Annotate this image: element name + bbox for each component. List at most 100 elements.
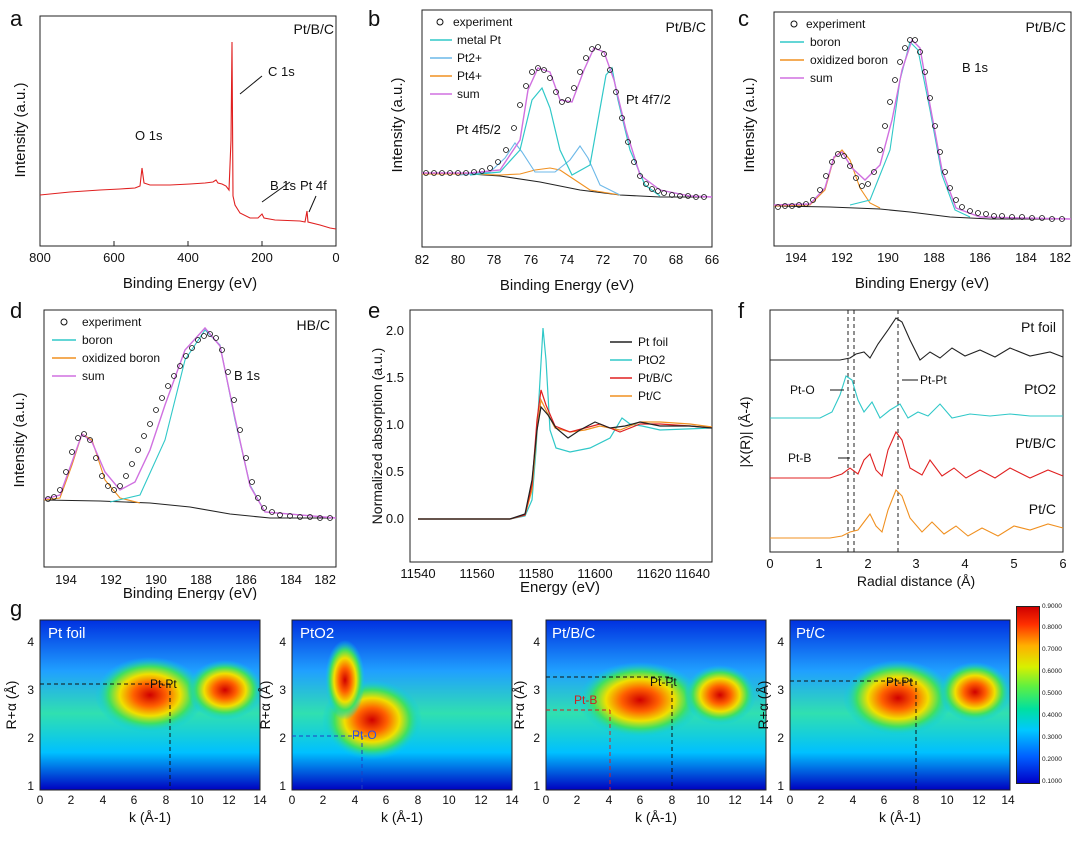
ktick-b3: 6 [383,793,390,807]
xlabel-d: Binding Energy (eV) [123,585,257,600]
cbar-tick-1: 0.8000 [1042,624,1062,631]
rtick-c1: 1 [533,779,540,793]
legend-b-experiment-marker [436,18,444,26]
map-label-pt-foil-ptpt: Pt-Pt [150,677,177,691]
xtick-b-4: 74 [560,252,574,267]
ktick-b6: 12 [474,793,488,807]
series-pt-foil [418,405,713,520]
ktick-b5: 10 [442,793,456,807]
metal-pt-component [469,66,661,197]
ktick-d4: 8 [913,793,920,807]
map-label-ptbc-ptpt: Pt-Pt [650,675,677,689]
rtick-c3: 3 [533,683,540,697]
survey-spectrum [39,41,337,230]
chart-c: experiment boron oxidized boron sum Pt/B… [741,11,1072,292]
xtick-b-0: 82 [415,252,429,267]
xtick-d-3: 188 [190,572,212,587]
rlabel-d: R+α (Å) [755,681,771,730]
rtick-b3: 3 [279,683,286,697]
xtick-b-2: 78 [487,252,501,267]
ktick-c7: 14 [759,793,773,807]
legend-b-sum: sum [457,87,480,101]
ktick-b2: 4 [352,793,359,807]
panel-label-c: c [738,6,749,31]
legend-c-oxidized: oxidized boron [810,53,888,67]
ktick-a2: 4 [100,793,107,807]
pt4f-pointer [308,195,317,213]
series-pt-foil [770,317,1064,361]
xtick-c-6: 182 [1049,250,1071,265]
xtick-d-4: 186 [235,572,257,587]
ktick-a1: 2 [68,793,75,807]
xtick-c-1: 192 [831,250,853,265]
ktick-a4: 8 [163,793,170,807]
xtick-a-3: 200 [251,250,273,265]
rtick-d3: 3 [777,683,784,697]
series-pt-c [418,397,713,520]
ktick-b0: 0 [289,793,296,807]
rtick-b1: 1 [279,779,286,793]
x-ticks-e: 11540 11560 11580 11600 11620 11640 [400,566,710,581]
xlabel-b: Binding Energy (eV) [500,277,634,294]
ktick-d0: 0 [787,793,794,807]
rtick-a4: 4 [27,635,34,649]
chart-e: Pt foil PtO2 Pt/B/C Pt/C 0.0 0.5 1.0 1.5… [369,309,713,596]
ktick-b7: 14 [505,793,519,807]
legend-e-pt-foil: Pt foil [638,335,668,349]
r-ticks: 1 2 3 4 1 2 3 4 1 2 3 4 1 2 3 4 [27,635,784,793]
annot-pt4f52: Pt 4f5/2 [456,122,501,137]
xlabel-f: Radial distance (Å) [857,573,975,589]
sum-line [422,47,713,198]
title-d: HB/C [297,317,330,333]
legend-e-pto2: PtO2 [638,353,666,367]
cbar-tick-8: 0.1000 [1042,778,1062,785]
title-b: Pt/B/C [666,19,706,35]
xtick-e-0: 11540 [400,566,435,581]
legend-e-pt-b-c: Pt/B/C [638,371,673,385]
rtick-c4: 4 [533,635,540,649]
legend-d-sum: sum [82,369,105,383]
legend-d-boron: boron [82,333,113,347]
ktick-a7: 14 [253,793,267,807]
sum-line [43,326,337,519]
klabel-a: k (Å-1) [129,809,171,825]
xtick-d-1: 192 [100,572,122,587]
ktick-c5: 10 [696,793,710,807]
annot-pt-pt: Pt-Pt [920,373,947,387]
g-axis-labels: k (Å-1) k (Å-1) k (Å-1) k (Å-1) R+α (Å) … [3,681,921,825]
xtick-f-1: 1 [815,556,822,571]
ytick-e-2: 1.0 [386,417,404,432]
xtick-d-6: 182 [314,572,336,587]
chart-f: Pt-O Pt-Pt Pt-B Pt foil PtO2 Pt/B/C Pt/C… [737,309,1067,589]
plot-frame-b [421,9,713,248]
xtick-b-1: 80 [451,252,465,267]
title-a: Pt/B/C [294,21,334,37]
annot-b1s-d: B 1s [234,368,261,383]
ktick-c0: 0 [543,793,550,807]
boron-component [849,40,971,218]
chart-g: Pt foil Pt-Pt PtO2 Pt-O Pt/B/C Pt-B Pt-P… [3,619,1015,825]
panel-label-b: b [368,6,381,31]
xtick-c-0: 194 [785,250,807,265]
ylabel-f: |X(R)| (Å-4) [737,396,753,467]
plot-frame-f [769,309,1064,553]
map-label-ptbc-ptb: Pt-B [574,693,597,707]
rtick-a3: 3 [27,683,34,697]
ylabel-e: Normalized absorption (a.u.) [369,348,385,525]
x-ticks-f: 0 1 2 3 4 5 6 [766,556,1066,571]
experiment-markers [423,44,707,200]
klabel-d: k (Å-1) [879,809,921,825]
xtick-b-5: 72 [596,252,610,267]
x-ticks-b: 82 80 78 76 74 72 70 68 66 [415,252,719,267]
rtick-d2: 2 [777,731,784,745]
plot-frame-d [43,309,337,568]
label-f-pt-foil: Pt foil [1021,319,1056,335]
ktick-d7: 14 [1001,793,1015,807]
ktick-d3: 6 [881,793,888,807]
xtick-e-4: 11620 [636,566,671,581]
x-ticks-a: 800 600 400 200 0 [29,241,340,265]
annot-o1s: O 1s [135,128,163,143]
plot-frame-c [773,11,1072,247]
cbar-tick-5: 0.4000 [1042,712,1062,719]
rtick-b4: 4 [279,635,286,649]
